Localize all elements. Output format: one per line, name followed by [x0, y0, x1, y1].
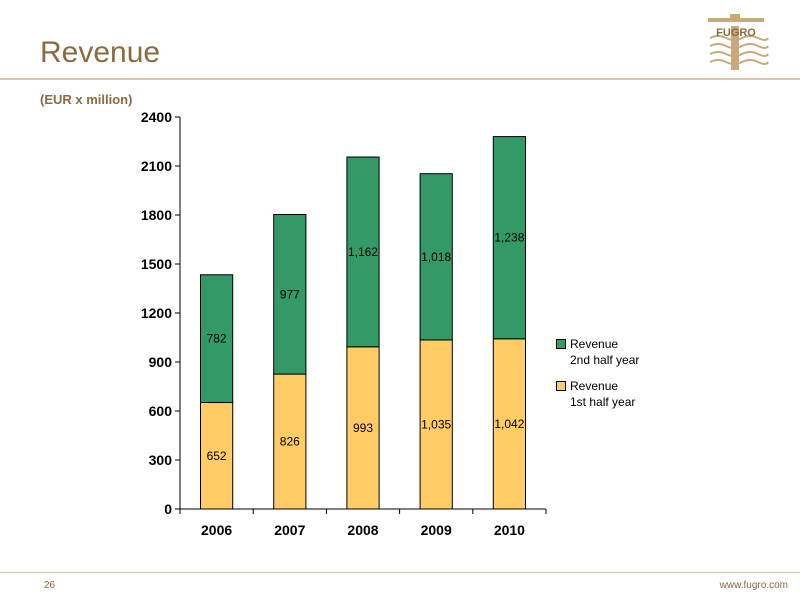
bar-2nd-half [273, 214, 307, 375]
bar-1st-half [346, 346, 380, 510]
legend-swatch-2nd-half [556, 339, 566, 349]
data-label: 826 [280, 435, 300, 449]
x-category-label: 2010 [494, 522, 525, 538]
logo-wordmark: FUGRO [716, 27, 756, 39]
legend-item-2nd-half: Revenue 2nd half year [556, 336, 639, 368]
legend-label-1st-half-line1: Revenue [570, 379, 619, 393]
y-tick-label: 900 [149, 354, 173, 370]
y-tick-label: 0 [164, 501, 172, 517]
legend-item-1st-half: Revenue 1st half year [556, 378, 639, 410]
chart-unit-label: (EUR x million) [40, 92, 133, 107]
x-category-label: 2006 [201, 522, 232, 538]
chart-legend: Revenue 2nd half year Revenue 1st half y… [556, 336, 639, 420]
bar-2nd-half [346, 156, 380, 348]
bar-1st-half [199, 402, 234, 510]
legend-swatch-1st-half [556, 381, 566, 391]
page-number: 26 [44, 580, 56, 591]
data-label: 1,162 [348, 245, 378, 259]
footer-divider [0, 572, 800, 573]
data-label: 1,018 [421, 250, 451, 264]
fugro-logo: FUGRO [708, 14, 769, 70]
x-category-label: 2007 [274, 522, 305, 538]
x-category-label: 2008 [347, 522, 378, 538]
bar-1st-half [273, 373, 307, 510]
data-label: 782 [207, 332, 227, 346]
data-label: 1,042 [494, 417, 524, 431]
y-tick-label: 600 [149, 403, 173, 419]
bar-1st-half [419, 339, 453, 510]
bar-2nd-half [199, 274, 234, 404]
data-label: 993 [353, 421, 373, 435]
bar-1st-half [492, 338, 527, 510]
legend-label-1st-half-line2: 1st half year [570, 395, 636, 409]
title-divider [0, 78, 800, 80]
website-url: www.fugro.com [719, 580, 788, 591]
data-label: 977 [280, 287, 300, 301]
slide-title: Revenue [40, 36, 161, 69]
data-label: 1,238 [494, 231, 524, 245]
legend-label-2nd-half-line1: Revenue [570, 337, 619, 351]
bar-2nd-half [492, 136, 527, 340]
y-tick-label: 300 [149, 452, 173, 468]
data-label: 1,035 [421, 417, 451, 431]
y-tick-label: 2100 [141, 158, 172, 174]
data-label: 652 [207, 449, 227, 463]
x-category-label: 2009 [421, 522, 452, 538]
bar-2nd-half [419, 173, 453, 341]
y-tick-label: 1500 [141, 256, 172, 272]
y-tick-label: 1200 [141, 305, 172, 321]
y-tick-label: 1800 [141, 207, 172, 223]
y-tick-label: 2400 [141, 109, 172, 125]
legend-label-2nd-half-line2: 2nd half year [570, 353, 640, 367]
